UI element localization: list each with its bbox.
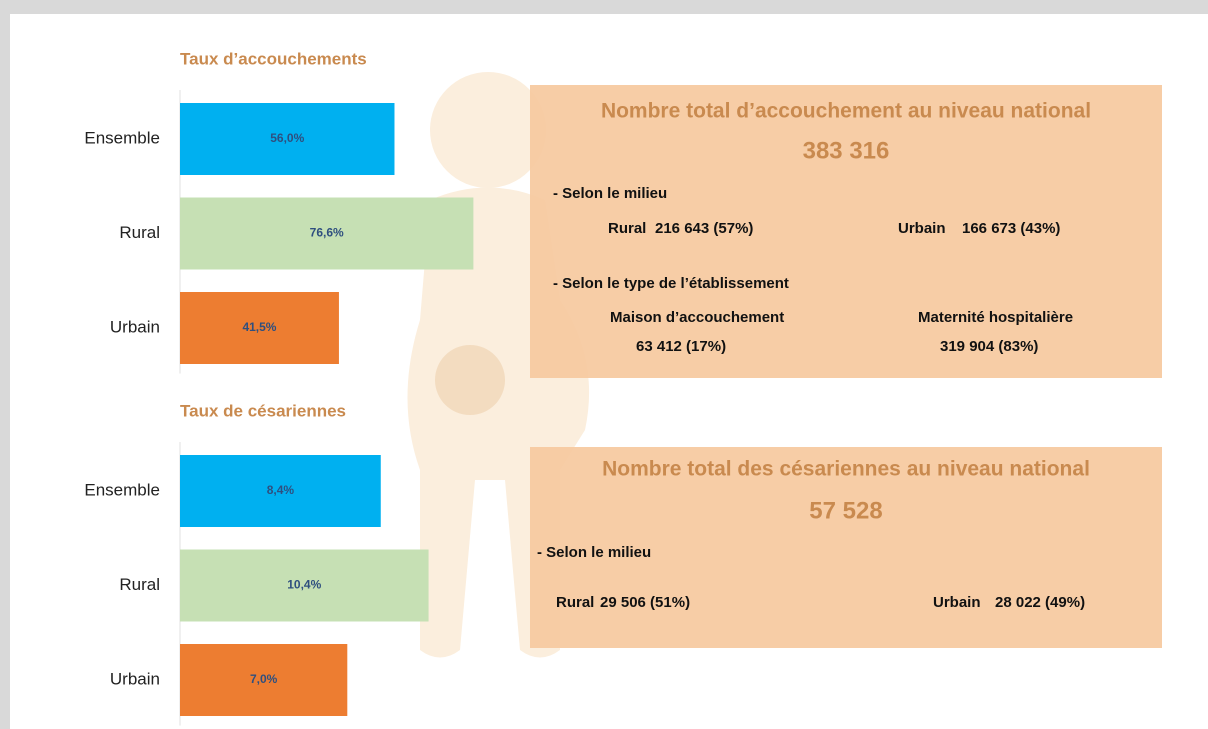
bar [180, 455, 381, 527]
category-label: Rural [119, 575, 160, 594]
bar [180, 292, 339, 364]
summary-box [530, 85, 1162, 378]
value-label: 76,6% [310, 226, 344, 240]
box-title: Nombre total des césariennes au niveau n… [602, 458, 1090, 481]
item-label: Rural [608, 220, 646, 237]
value-label: 7,0% [250, 672, 278, 686]
summary-box [530, 447, 1162, 648]
category-label: Urbain [110, 669, 160, 688]
item-value: 216 643 (57%) [655, 220, 753, 237]
box-title: Nombre total d’accouchement au niveau na… [601, 100, 1091, 123]
item-value: 28 022 (49%) [995, 594, 1085, 611]
box-heading: - Selon le milieu [553, 185, 667, 202]
item-value: 63 412 (17%) [636, 338, 726, 355]
category-label: Ensemble [84, 480, 160, 499]
bar [180, 644, 348, 716]
item-value: 29 506 (51%) [600, 594, 690, 611]
chart-title: Taux de césariennes [180, 401, 346, 420]
item-label: Urbain [898, 220, 946, 237]
value-label: 8,4% [267, 483, 295, 497]
item-label: Rural [556, 594, 594, 611]
item-label: Maternité hospitalière [918, 309, 1073, 326]
value-label: 10,4% [287, 578, 321, 592]
bar [180, 197, 474, 270]
item-value: 319 904 (83%) [940, 338, 1038, 355]
box-heading: - Selon le milieu [537, 544, 651, 561]
bar [180, 549, 429, 622]
value-label: 56,0% [270, 131, 304, 145]
category-label: Rural [119, 223, 160, 242]
item-label: Maison d’accouchement [610, 309, 784, 326]
item-label: Urbain [933, 594, 981, 611]
box-total: 57 528 [809, 497, 882, 524]
frame-left [0, 0, 10, 729]
category-label: Ensemble [84, 128, 160, 147]
category-label: Urbain [110, 317, 160, 336]
frame-top [0, 0, 1208, 14]
box-heading: - Selon le type de l’établissement [553, 275, 789, 292]
item-value: 166 673 (43%) [962, 220, 1060, 237]
box-total: 383 316 [803, 137, 890, 164]
bar [180, 103, 395, 175]
value-label: 41,5% [242, 320, 276, 334]
chart-title: Taux d’accouchements [180, 49, 367, 68]
